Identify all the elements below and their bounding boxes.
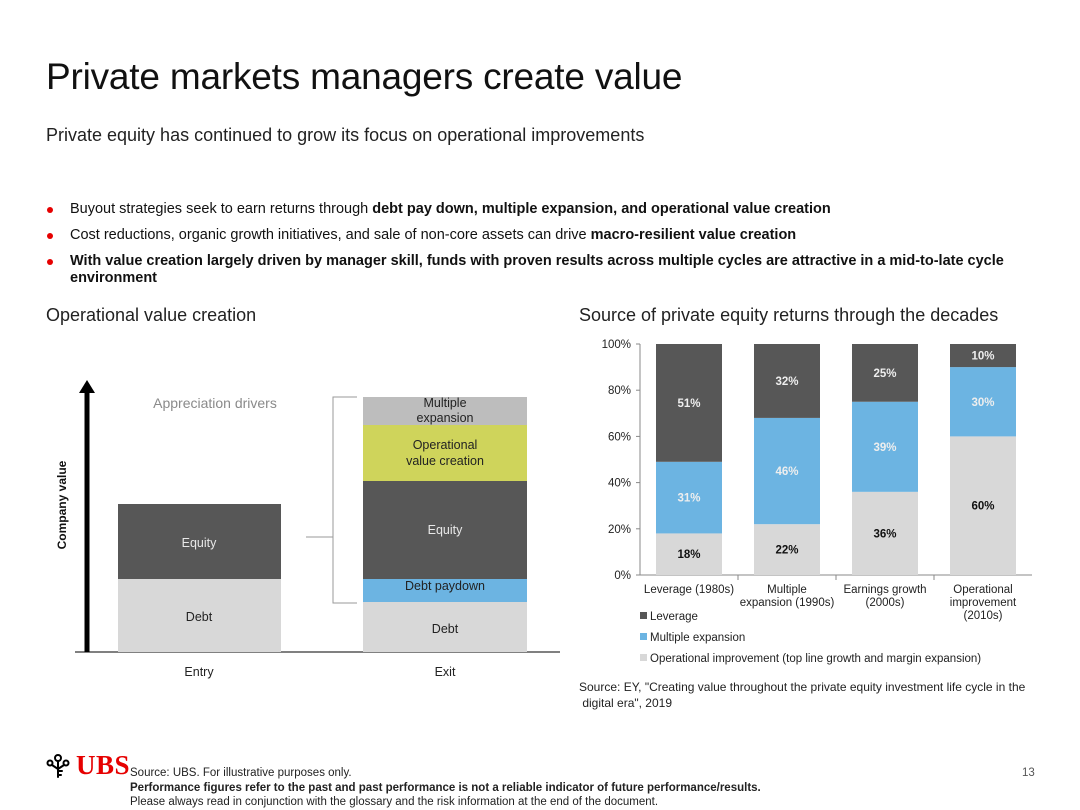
entry-equity-label: Equity bbox=[182, 536, 217, 550]
bar-segment bbox=[656, 533, 722, 575]
entry-axis-label: Entry bbox=[184, 665, 214, 679]
y-tick-label: 80% bbox=[608, 385, 631, 397]
data-label: 30% bbox=[971, 397, 994, 409]
footer-disclaimer: Please always read in conjunction with t… bbox=[130, 796, 659, 808]
exit-axis-label: Exit bbox=[435, 665, 456, 679]
page-number: 13 bbox=[1022, 767, 1035, 779]
bullet-bold-text: macro-resilient value creation bbox=[590, 227, 797, 243]
exit-debt-label: Debt bbox=[432, 622, 459, 636]
y-tick-label: 0% bbox=[614, 570, 631, 582]
exit-operational-block bbox=[363, 425, 527, 481]
x-tick-label: Leverage (1980s) bbox=[644, 584, 734, 596]
chart-source: Source: EY, "Creating value throughout t… bbox=[579, 679, 1025, 711]
x-tick-label: (2010s) bbox=[964, 610, 1003, 622]
bar-segment bbox=[950, 367, 1016, 437]
pe-returns-chart: 0% 20% 40% 60% 80% 100% 18% 31% 51% Leverage (198… bbox=[602, 339, 1032, 665]
data-label: 22% bbox=[775, 545, 798, 557]
y-tick-label: 100% bbox=[602, 339, 631, 351]
bullet-text: Buyout strategies seek to earn returns t… bbox=[70, 201, 373, 217]
legend-label: Leverage bbox=[650, 611, 698, 623]
data-label: 36% bbox=[873, 528, 896, 540]
bullet-item: Buyout strategies seek to earn returns t… bbox=[46, 201, 1046, 218]
data-label: 60% bbox=[971, 501, 994, 513]
page-subtitle: Private equity has continued to grow its… bbox=[46, 125, 645, 145]
bullet-text: Cost reductions, organic growth initiati… bbox=[70, 227, 591, 243]
bullet-item: With value creation largely driven by ma… bbox=[46, 253, 1046, 287]
exit-equity-block bbox=[363, 481, 527, 579]
bar-segment bbox=[754, 524, 820, 575]
data-label: 32% bbox=[775, 376, 798, 388]
entry-debt-label: Debt bbox=[186, 610, 213, 624]
drivers-bracket bbox=[332, 396, 357, 604]
x-tick-label: Operational bbox=[953, 584, 1012, 596]
exit-debt-paydown-block bbox=[363, 579, 527, 602]
bar-segment bbox=[950, 344, 1016, 368]
value-creation-diagram: Company value Equity Debt Appreciation d… bbox=[55, 380, 560, 679]
appreciation-drivers-label: Appreciation drivers bbox=[153, 395, 277, 411]
exit-multiple-label-1: Multiple bbox=[423, 396, 466, 410]
y-tick-label: 60% bbox=[608, 431, 631, 443]
y-axis-label: Company value bbox=[55, 460, 69, 549]
page-title: Private markets managers create value bbox=[46, 56, 683, 97]
exit-operational-label-2: value creation bbox=[406, 454, 484, 468]
data-label: 39% bbox=[873, 442, 896, 454]
exit-debt-paydown-label: Debt paydown bbox=[405, 579, 485, 593]
bar-segment bbox=[852, 344, 918, 402]
legend-swatch bbox=[640, 633, 647, 640]
y-tick-label: 20% bbox=[608, 524, 631, 536]
bar-segment bbox=[656, 344, 722, 462]
data-label: 18% bbox=[677, 549, 700, 561]
exit-equity-label: Equity bbox=[428, 523, 463, 537]
exit-debt-block bbox=[363, 602, 527, 652]
bar-segment bbox=[852, 491, 918, 575]
legend-label: Operational improvement (top line growth… bbox=[650, 653, 981, 665]
entry-debt-block bbox=[118, 579, 281, 652]
footer-source: Source: UBS. For illustrative purposes o… bbox=[130, 767, 352, 779]
bar-segment bbox=[852, 401, 918, 492]
y-tick-label: 40% bbox=[608, 478, 631, 490]
bar-segment bbox=[656, 461, 722, 534]
chart-source-line-2: digital era", 2019 bbox=[579, 696, 672, 710]
bullet-list: Buyout strategies seek to earn returns t… bbox=[46, 201, 1046, 296]
legend-swatch bbox=[640, 612, 647, 619]
chart-source-line-1: Source: EY, "Creating value throughout t… bbox=[579, 680, 1026, 694]
x-tick-label: Multiple bbox=[767, 584, 807, 596]
ubs-keys-icon bbox=[46, 753, 70, 778]
left-section-heading: Operational value creation bbox=[46, 305, 257, 325]
bar-segment bbox=[950, 436, 1016, 575]
entry-equity-block bbox=[118, 504, 281, 579]
ubs-logo-text: UBS bbox=[76, 750, 131, 780]
ubs-logo: UBS bbox=[44, 750, 130, 781]
data-label: 25% bbox=[873, 368, 896, 380]
x-tick-label: expansion (1990s) bbox=[740, 597, 835, 609]
x-tick-label: improvement bbox=[950, 597, 1017, 609]
exit-multiple-label-2: expansion bbox=[417, 411, 474, 425]
footer-disclaimer-bold: Performance figures refer to the past an… bbox=[130, 782, 761, 794]
x-tick-label: Earnings growth bbox=[843, 584, 926, 596]
data-label: 51% bbox=[677, 398, 700, 410]
bar-segment bbox=[754, 344, 820, 418]
legend-label: Multiple expansion bbox=[650, 632, 745, 644]
bullet-bold-text: debt pay down, multiple expansion, and o… bbox=[372, 201, 831, 217]
legend-swatch bbox=[640, 654, 647, 661]
exit-operational-label-1: Operational bbox=[413, 438, 478, 452]
x-tick-label: (2000s) bbox=[866, 597, 905, 609]
right-section-heading: Source of private equity returns through… bbox=[579, 305, 999, 325]
bar-segment bbox=[754, 417, 820, 525]
bullet-bold-text: With value creation largely driven by ma… bbox=[70, 253, 1004, 286]
bullet-item: Cost reductions, organic growth initiati… bbox=[46, 227, 1046, 244]
arrow-up-icon bbox=[79, 380, 95, 393]
data-label: 31% bbox=[677, 493, 700, 505]
data-label: 46% bbox=[775, 466, 798, 478]
data-label: 10% bbox=[971, 351, 994, 363]
exit-multiple-block bbox=[363, 397, 527, 425]
